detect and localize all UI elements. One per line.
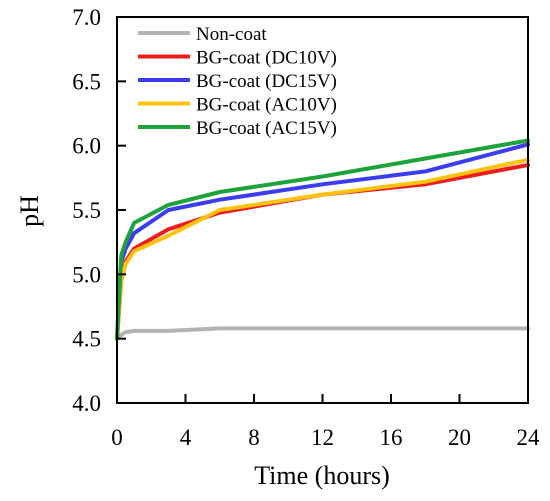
y-tick-label: 7.0 bbox=[72, 5, 101, 30]
x-tick-label: 20 bbox=[448, 425, 471, 450]
y-tick-label: 4.0 bbox=[72, 391, 101, 416]
legend-label: BG-coat (AC15V) bbox=[196, 118, 337, 139]
legend-label: BG-coat (DC10V) bbox=[196, 48, 337, 69]
x-tick-label: 4 bbox=[180, 425, 192, 450]
legend-label: BG-coat (AC10V) bbox=[196, 95, 337, 116]
x-axis-title: Time (hours) bbox=[254, 461, 390, 490]
y-tick-label: 6.5 bbox=[72, 69, 101, 94]
y-ticks: 4.0 4.5 5.0 5.5 6.0 6.5 7.0 bbox=[72, 5, 126, 416]
y-axis-title: pH bbox=[15, 195, 44, 227]
y-tick-label: 5.0 bbox=[72, 262, 101, 287]
x-tick-label: 24 bbox=[517, 425, 541, 450]
y-tick-label: 5.5 bbox=[72, 198, 101, 223]
x-tick-label: 12 bbox=[311, 425, 334, 450]
x-tick-label: 0 bbox=[111, 425, 123, 450]
x-ticks: 0 4 8 12 16 20 24 bbox=[111, 394, 540, 450]
y-tick-label: 6.0 bbox=[72, 134, 101, 159]
legend: Non-coat BG-coat (DC10V)BG-coat (DC15V) BG… bbox=[138, 24, 337, 139]
y-tick-label: 4.5 bbox=[72, 327, 101, 352]
legend-label: Non-coat bbox=[196, 24, 267, 45]
legend-label: BG-coat (DC15V) bbox=[196, 71, 337, 92]
series-line-0 bbox=[115, 326, 530, 341]
x-tick-label: 16 bbox=[380, 425, 403, 450]
x-tick-label: 8 bbox=[248, 425, 260, 450]
series-line-4 bbox=[115, 138, 530, 341]
